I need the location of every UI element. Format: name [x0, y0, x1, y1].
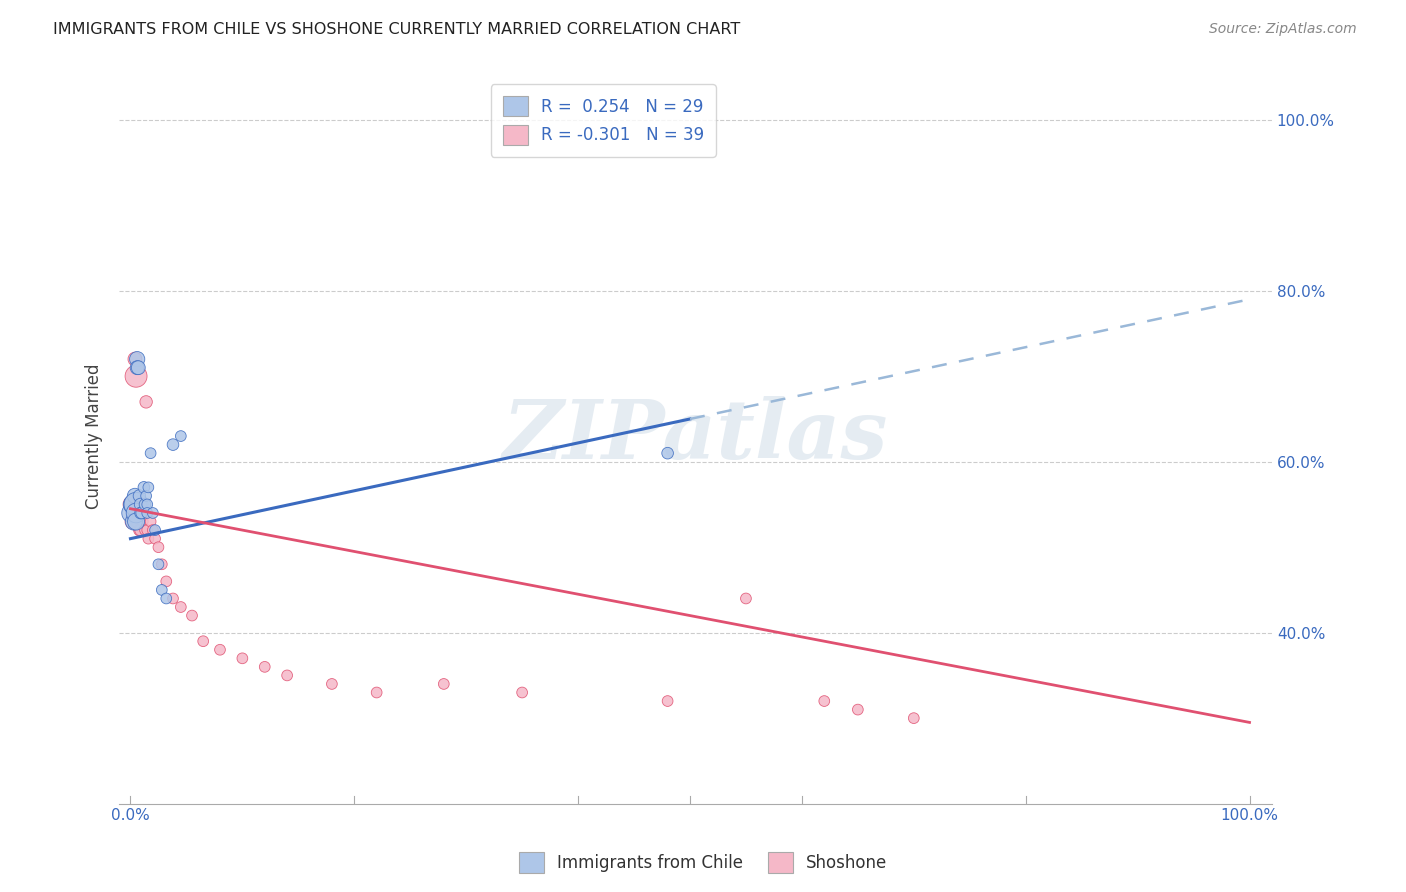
Point [162, 591, 184, 606]
Text: Source: ZipAtlas.com: Source: ZipAtlas.com [1209, 22, 1357, 37]
Text: IMMIGRANTS FROM CHILE VS SHOSHONE CURRENTLY MARRIED CORRELATION CHART: IMMIGRANTS FROM CHILE VS SHOSHONE CURREN… [53, 22, 741, 37]
Point [139, 515, 162, 529]
Point [125, 498, 148, 512]
Point [121, 498, 143, 512]
Point [128, 523, 150, 537]
Point [121, 506, 143, 520]
Point [142, 506, 165, 520]
Point [143, 532, 166, 546]
Point [132, 515, 155, 529]
Point [170, 429, 193, 443]
Point [366, 685, 388, 699]
Point [131, 506, 153, 520]
Point [657, 694, 679, 708]
Point [155, 574, 177, 589]
Point [124, 489, 146, 503]
Point [134, 523, 156, 537]
Point [148, 540, 170, 554]
Point [735, 591, 758, 606]
Point [510, 685, 533, 699]
Point [181, 608, 204, 623]
Point [657, 446, 679, 460]
Point [155, 591, 177, 606]
Point [127, 352, 149, 367]
Point [127, 360, 149, 375]
Point [125, 506, 148, 520]
Point [433, 677, 456, 691]
Point [125, 369, 148, 384]
Point [143, 523, 166, 537]
Point [128, 489, 150, 503]
Point [129, 498, 152, 512]
Point [148, 558, 170, 572]
Point [253, 660, 276, 674]
Text: ZIPatlas: ZIPatlas [503, 396, 889, 476]
Point [129, 506, 152, 520]
Point [127, 360, 149, 375]
Point [127, 515, 149, 529]
Point [138, 532, 160, 546]
Point [129, 523, 152, 537]
Point [193, 634, 215, 648]
Point [903, 711, 925, 725]
Point [135, 395, 157, 409]
Point [142, 523, 165, 537]
Point [138, 480, 160, 494]
Point [150, 558, 173, 572]
Point [276, 668, 298, 682]
Point [231, 651, 253, 665]
Point [132, 480, 155, 494]
Point [127, 498, 149, 512]
Point [131, 506, 153, 520]
Point [125, 506, 148, 520]
Point [125, 515, 148, 529]
Legend: Immigrants from Chile, Shoshone: Immigrants from Chile, Shoshone [512, 846, 894, 880]
Point [122, 515, 145, 529]
Point [134, 498, 156, 512]
Point [121, 515, 143, 529]
Point [150, 582, 173, 597]
Point [170, 600, 193, 615]
Point [208, 642, 231, 657]
Point [846, 703, 869, 717]
Point [139, 446, 162, 460]
Y-axis label: Currently Married: Currently Married [86, 363, 103, 508]
Legend: R =  0.254   N = 29, R = -0.301   N = 39: R = 0.254 N = 29, R = -0.301 N = 39 [491, 84, 716, 156]
Point [162, 437, 184, 451]
Point [813, 694, 835, 708]
Point [121, 498, 143, 512]
Point [124, 352, 146, 367]
Point [122, 506, 145, 520]
Point [136, 523, 159, 537]
Point [136, 498, 159, 512]
Point [136, 506, 159, 520]
Point [321, 677, 343, 691]
Point [135, 489, 157, 503]
